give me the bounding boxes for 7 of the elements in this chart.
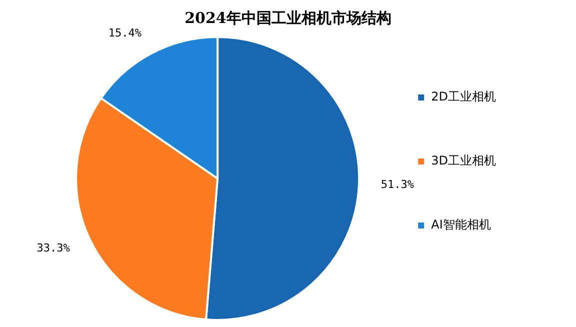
- data-label: 51.3%: [380, 178, 414, 192]
- legend-label: 3D工业相机: [431, 154, 496, 168]
- data-label: 33.3%: [36, 241, 70, 254]
- legend-label: AI智能相机: [431, 218, 491, 232]
- data-label: 15.4%: [108, 26, 142, 40]
- legend-label: 2D工业相机: [431, 90, 496, 104]
- chart-title: 2024年中国工业相机市场结构: [184, 8, 392, 27]
